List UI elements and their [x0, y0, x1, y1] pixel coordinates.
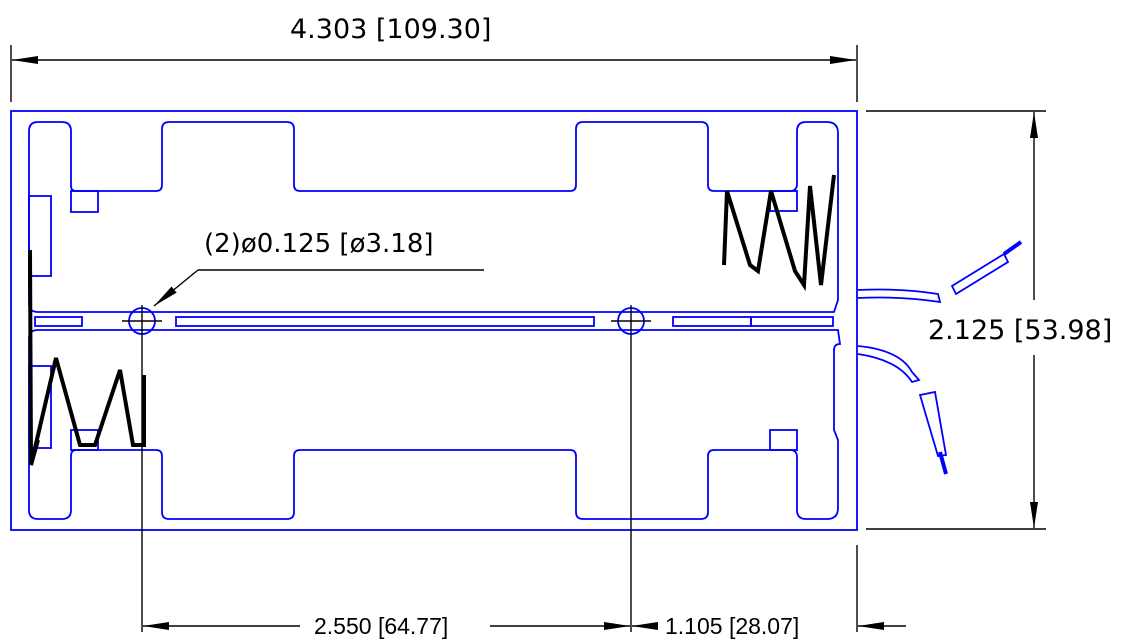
- hole-spacing-dimension: 2.550 [64.77]: [143, 545, 858, 639]
- overall-width-label: 2.125 [53.98]: [928, 315, 1112, 346]
- hole-spec-label: (2)ø0.125 [ø3.18]: [204, 229, 434, 259]
- top-right-spring: [722, 174, 836, 292]
- hole-to-edge-dimension: 1.105 [28.07]: [632, 613, 906, 639]
- overall-length-dimension: 4.303 [109.30]: [10, 14, 858, 102]
- overall-length-label: 4.303 [109.30]: [290, 14, 491, 45]
- mounting-hole-right: [611, 305, 651, 632]
- holder-body: [10, 110, 858, 531]
- mounting-hole-left: [122, 305, 162, 632]
- hole-to-edge-label: 1.105 [28.07]: [665, 613, 799, 639]
- hole-callout: (2)ø0.125 [ø3.18]: [153, 229, 484, 307]
- overall-width-dimension: 2.125 [53.98]: [866, 110, 1112, 530]
- lead-wires: [857, 240, 1023, 475]
- bottom-left-spring: [28, 249, 146, 466]
- hole-spacing-label: 2.550 [64.77]: [314, 613, 448, 639]
